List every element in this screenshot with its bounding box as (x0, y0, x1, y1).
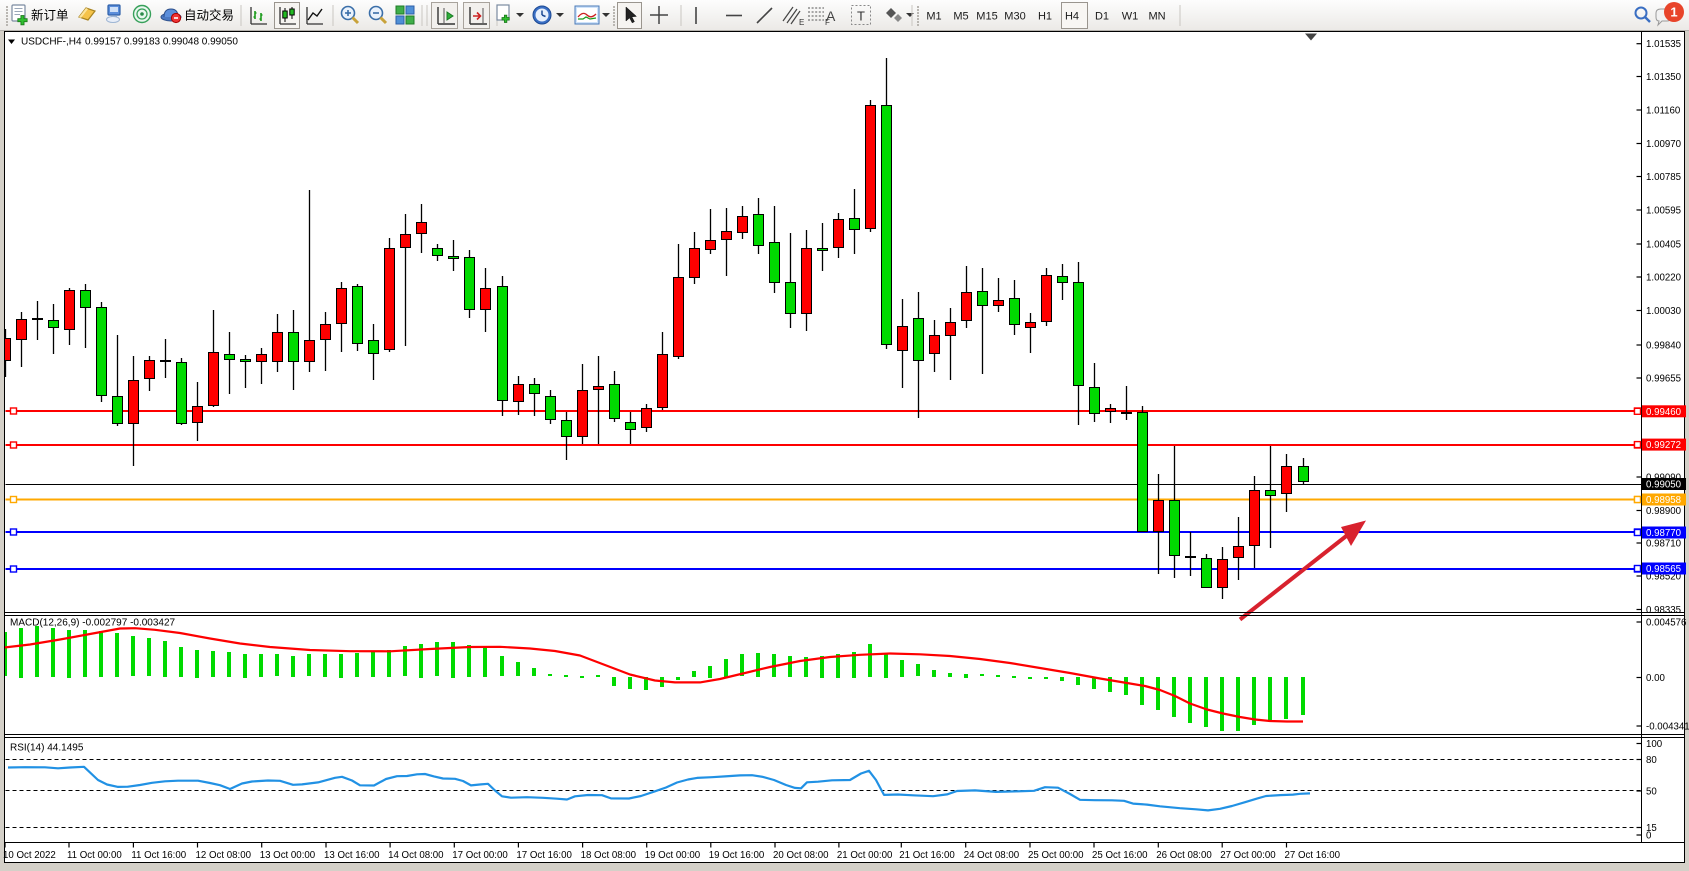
svg-text:14 Oct 08:00: 14 Oct 08:00 (388, 850, 444, 861)
svg-text:1.01535: 1.01535 (1646, 39, 1681, 50)
svg-text:1.01160: 1.01160 (1646, 106, 1681, 117)
svg-text:1.00595: 1.00595 (1646, 206, 1681, 217)
svg-text:0.98770: 0.98770 (1646, 528, 1682, 539)
svg-text:100: 100 (1646, 739, 1663, 750)
svg-text:自动交易: 自动交易 (184, 8, 234, 23)
svg-text:17 Oct 16:00: 17 Oct 16:00 (516, 850, 572, 861)
svg-text:0.004576: 0.004576 (1646, 618, 1686, 629)
svg-text:27 Oct 16:00: 27 Oct 16:00 (1285, 850, 1341, 861)
svg-text:0.98565: 0.98565 (1646, 564, 1681, 575)
svg-text:RSI(14) 44.1495: RSI(14) 44.1495 (10, 743, 84, 754)
svg-text:50: 50 (1646, 787, 1657, 798)
svg-text:M5: M5 (953, 11, 968, 23)
svg-text:0.99157 0.99183 0.99048 0.9905: 0.99157 0.99183 0.99048 0.99050 (85, 37, 238, 48)
svg-text:T: T (857, 9, 865, 24)
svg-text:0.98335: 0.98335 (1646, 605, 1681, 616)
svg-text:1: 1 (1670, 5, 1677, 20)
svg-text:1.00405: 1.00405 (1646, 240, 1681, 251)
svg-text:USDCHF-,H4: USDCHF-,H4 (21, 37, 82, 48)
svg-text:11 Oct 00:00: 11 Oct 00:00 (67, 850, 122, 861)
svg-text:12 Oct 08:00: 12 Oct 08:00 (196, 850, 252, 861)
svg-text:0.99840: 0.99840 (1646, 341, 1682, 352)
svg-text:MN: MN (1148, 11, 1165, 23)
svg-text:0.00: 0.00 (1646, 673, 1665, 684)
svg-text:1.00785: 1.00785 (1646, 172, 1681, 183)
svg-text:0.99272: 0.99272 (1646, 440, 1681, 451)
svg-text:0.98958: 0.98958 (1646, 495, 1681, 506)
svg-text:13 Oct 00:00: 13 Oct 00:00 (260, 850, 316, 861)
svg-text:11 Oct 16:00: 11 Oct 16:00 (131, 850, 186, 861)
svg-text:E: E (799, 18, 804, 27)
svg-text:18 Oct 08:00: 18 Oct 08:00 (581, 850, 637, 861)
svg-text:H1: H1 (1038, 11, 1052, 23)
svg-text:0: 0 (1646, 831, 1652, 842)
svg-text:D1: D1 (1095, 11, 1109, 23)
svg-text:25 Oct 16:00: 25 Oct 16:00 (1092, 850, 1148, 861)
svg-text:25 Oct 00:00: 25 Oct 00:00 (1028, 850, 1084, 861)
svg-text:-0.004341: -0.004341 (1646, 722, 1689, 733)
svg-text:13 Oct 16:00: 13 Oct 16:00 (324, 850, 380, 861)
svg-text:26 Oct 08:00: 26 Oct 08:00 (1156, 850, 1212, 861)
svg-text:27 Oct 00:00: 27 Oct 00:00 (1220, 850, 1276, 861)
svg-text:24 Oct 08:00: 24 Oct 08:00 (964, 850, 1020, 861)
svg-text:M30: M30 (1004, 11, 1025, 23)
svg-text:15: 15 (1646, 823, 1657, 834)
svg-text:0.98900: 0.98900 (1646, 506, 1682, 517)
svg-text:H4: H4 (1065, 11, 1079, 23)
svg-text:F: F (825, 18, 830, 27)
svg-text:1.01350: 1.01350 (1646, 72, 1682, 83)
svg-text:1.00030: 1.00030 (1646, 306, 1682, 317)
svg-text:1.00220: 1.00220 (1646, 273, 1682, 284)
svg-text:W1: W1 (1122, 11, 1139, 23)
svg-text:20 Oct 08:00: 20 Oct 08:00 (773, 850, 829, 861)
svg-text:21 Oct 16:00: 21 Oct 16:00 (899, 850, 955, 861)
svg-text:新订单: 新订单 (31, 8, 69, 23)
svg-text:0.98710: 0.98710 (1646, 539, 1682, 550)
svg-text:19 Oct 16:00: 19 Oct 16:00 (709, 850, 765, 861)
svg-text:17 Oct 00:00: 17 Oct 00:00 (452, 850, 508, 861)
svg-text:M15: M15 (976, 11, 997, 23)
svg-text:0.99050: 0.99050 (1646, 480, 1682, 491)
svg-text:0.98520: 0.98520 (1646, 572, 1682, 583)
svg-text:MACD(12,26,9) -0.002797 -0.003: MACD(12,26,9) -0.002797 -0.003427 (10, 618, 176, 629)
svg-text:M1: M1 (926, 11, 941, 23)
svg-text:21 Oct 00:00: 21 Oct 00:00 (837, 850, 893, 861)
svg-text:80: 80 (1646, 755, 1657, 766)
svg-text:10 Oct 2022: 10 Oct 2022 (3, 850, 56, 861)
svg-text:19 Oct 00:00: 19 Oct 00:00 (645, 850, 701, 861)
svg-text:1.00970: 1.00970 (1646, 139, 1682, 150)
svg-text:0.99655: 0.99655 (1646, 374, 1681, 385)
svg-text:A: A (826, 8, 836, 24)
svg-text:0.99460: 0.99460 (1646, 407, 1682, 418)
